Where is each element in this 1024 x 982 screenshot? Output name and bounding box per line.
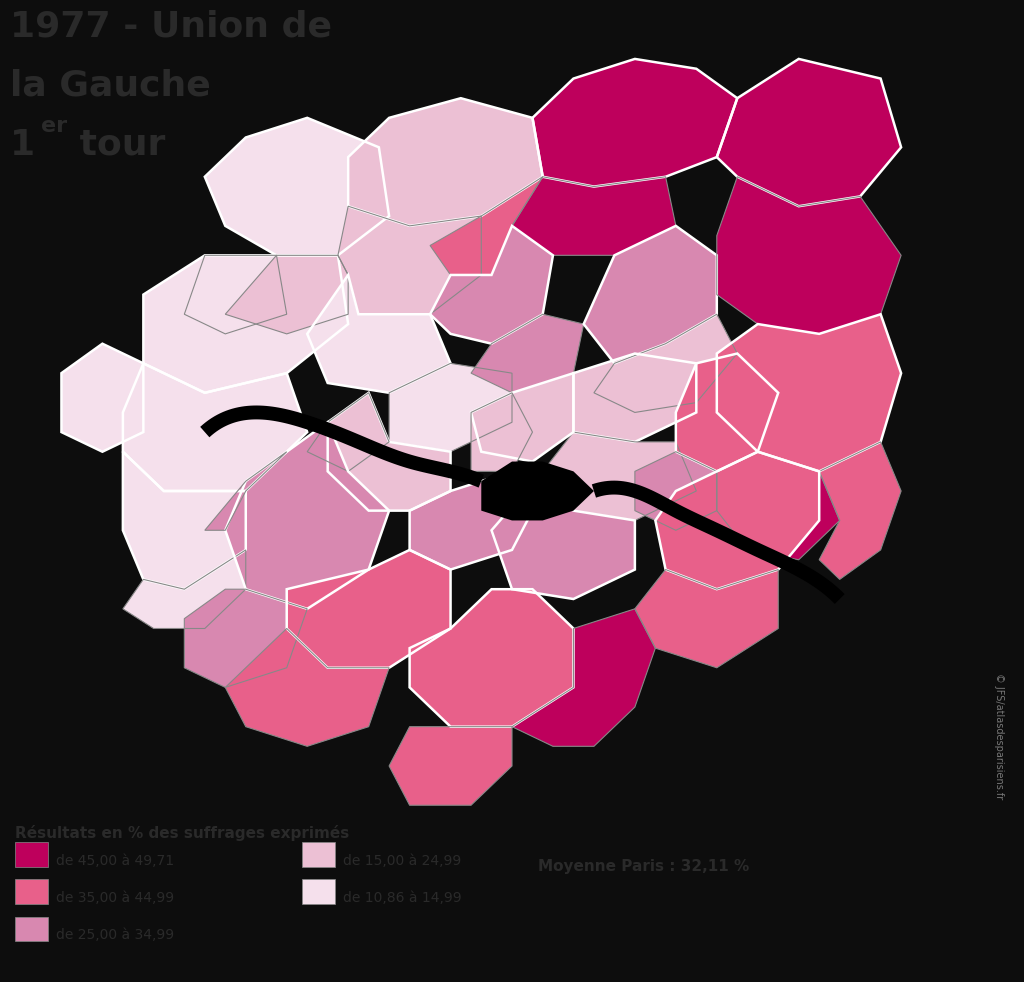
Polygon shape (492, 471, 635, 599)
Polygon shape (512, 177, 676, 255)
Polygon shape (635, 570, 778, 668)
Polygon shape (225, 628, 389, 746)
Polygon shape (717, 314, 901, 471)
Polygon shape (123, 550, 246, 628)
Polygon shape (225, 422, 389, 609)
Polygon shape (307, 275, 451, 393)
Polygon shape (184, 589, 307, 687)
Polygon shape (338, 206, 481, 314)
Text: de 35,00 à 44,99: de 35,00 à 44,99 (56, 892, 174, 905)
Text: de 25,00 à 34,99: de 25,00 à 34,99 (56, 929, 174, 943)
Polygon shape (410, 589, 573, 727)
Polygon shape (717, 177, 901, 334)
Polygon shape (389, 363, 512, 452)
Text: tour: tour (67, 128, 165, 162)
Polygon shape (123, 363, 307, 491)
Bar (302, 843, 335, 867)
Polygon shape (471, 373, 573, 462)
Polygon shape (594, 314, 737, 412)
Polygon shape (512, 609, 655, 746)
Polygon shape (481, 462, 594, 520)
Polygon shape (328, 393, 451, 511)
Polygon shape (717, 59, 901, 206)
Polygon shape (573, 354, 696, 442)
Text: 1: 1 (10, 128, 36, 162)
Polygon shape (225, 255, 348, 334)
Text: de 10,86 à 14,99: de 10,86 à 14,99 (343, 892, 462, 905)
Polygon shape (123, 452, 246, 589)
Text: © JFS/atlasdesparisiens.fr: © JFS/atlasdesparisiens.fr (993, 674, 1004, 799)
Text: Moyenne Paris : 32,11 %: Moyenne Paris : 32,11 % (538, 859, 749, 874)
Bar (15, 843, 48, 867)
Polygon shape (430, 226, 553, 344)
Text: de 15,00 à 24,99: de 15,00 à 24,99 (343, 853, 461, 868)
Polygon shape (184, 255, 287, 334)
Polygon shape (410, 471, 532, 570)
Text: de 45,00 à 49,71: de 45,00 à 49,71 (56, 853, 174, 868)
Polygon shape (430, 177, 543, 275)
Bar (302, 880, 335, 903)
Polygon shape (287, 550, 451, 668)
Text: Résultats en % des suffrages exprimés: Résultats en % des suffrages exprimés (15, 825, 349, 841)
Polygon shape (471, 393, 532, 471)
Polygon shape (655, 452, 819, 589)
Bar (15, 917, 48, 941)
Polygon shape (205, 452, 287, 530)
Polygon shape (819, 442, 901, 579)
Polygon shape (635, 452, 717, 530)
Polygon shape (205, 118, 389, 255)
Polygon shape (348, 98, 543, 226)
Text: 1977 - Union de: 1977 - Union de (10, 10, 332, 44)
Polygon shape (532, 59, 737, 187)
Text: er: er (41, 116, 68, 136)
Polygon shape (717, 452, 840, 560)
Text: la Gauche: la Gauche (10, 69, 211, 103)
Polygon shape (61, 344, 143, 452)
Polygon shape (543, 432, 696, 520)
Bar (15, 880, 48, 903)
Polygon shape (143, 255, 348, 393)
Polygon shape (471, 314, 584, 393)
Polygon shape (307, 393, 389, 471)
Polygon shape (389, 727, 512, 805)
Polygon shape (676, 354, 778, 471)
Polygon shape (584, 226, 717, 363)
